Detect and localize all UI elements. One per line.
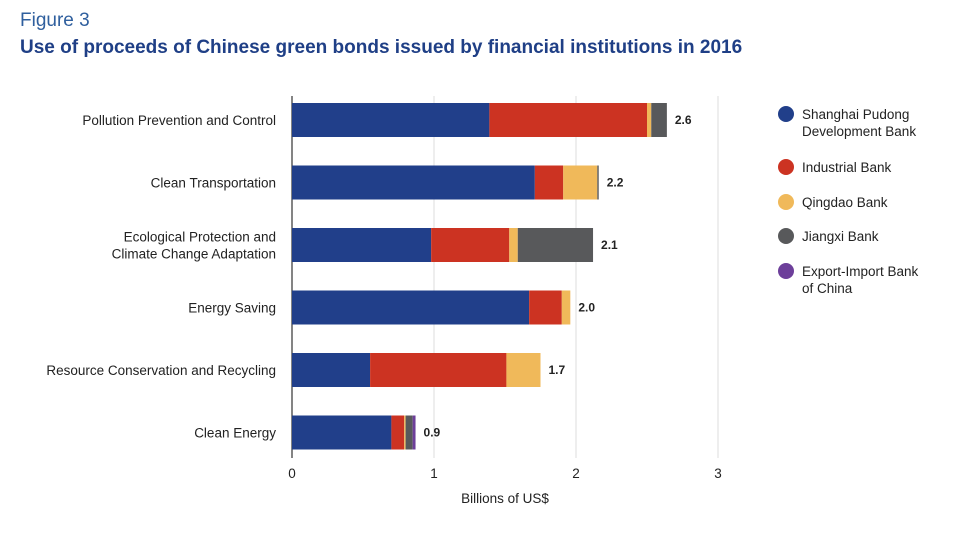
bar-segment [647,103,652,137]
legend-swatch [778,194,794,210]
bar-segment [292,415,392,450]
bar-segment [509,228,518,262]
category-label: Pollution Prevention and Control [82,113,276,128]
bar-segment [292,290,530,325]
bar-segment [534,165,564,200]
category-labels: Pollution Prevention and Control Clean Tr… [46,113,276,441]
legend-label: Export-Import Bank of China [802,264,919,296]
figure-label: Figure 3 [20,10,90,31]
legend-swatch [778,228,794,244]
legend-swatch [778,159,794,175]
legend-label: Shanghai Pudong Development Bank [802,107,916,139]
bar-segment [370,353,507,387]
category-label: Energy Saving [188,301,276,316]
x-tick-labels: 0 1 2 3 [288,466,722,481]
bar-segment [404,415,406,450]
category-label: Clean Transportation [151,176,276,191]
x-tick-label: 1 [430,466,438,481]
legend-swatch [778,263,794,279]
bar-segment [292,165,535,200]
bar-segment [412,415,416,450]
total-label: 2.6 [675,113,692,127]
bar-segment [292,353,371,387]
bar-segment [489,103,647,137]
legend: Shanghai Pudong Development Bank Industria… [778,106,919,296]
total-label: 2.0 [578,301,595,315]
category-label: Resource Conservation and Recycling [46,363,276,378]
category-label: Ecological Protection and Climate Change … [112,230,276,262]
bar-segment [292,228,432,262]
legend-label: Industrial Bank [802,160,892,175]
bar-segment [431,228,510,262]
total-label: 2.2 [607,176,624,190]
total-label: 2.1 [601,238,618,252]
bar-segment [292,103,490,137]
legend-swatch [778,106,794,122]
x-tick-label: 2 [572,466,580,481]
x-tick-label: 3 [714,466,722,481]
bar-segment [391,415,405,450]
bar-segment [405,415,413,450]
bar-segment [561,290,571,325]
bar-segment [597,165,599,200]
total-labels: 2.6 2.2 2.1 2.0 1.7 0.9 [424,113,692,440]
total-label: 1.7 [549,363,566,377]
bar-segment [651,103,667,137]
bar-segment [517,228,594,262]
grid-lines [291,96,719,458]
legend-label: Qingdao Bank [802,195,888,210]
x-tick-label: 0 [288,466,296,481]
category-label: Clean Energy [194,426,276,441]
bar-segment [506,353,541,387]
legend-label: Jiangxi Bank [802,229,879,244]
x-axis-title: Billions of US$ [461,491,549,506]
chart-title: Use of proceeds of Chinese green bonds i… [20,37,743,58]
bars [292,103,667,450]
total-label: 0.9 [424,426,441,440]
bar-segment [563,165,598,200]
bar-segment [529,290,562,325]
